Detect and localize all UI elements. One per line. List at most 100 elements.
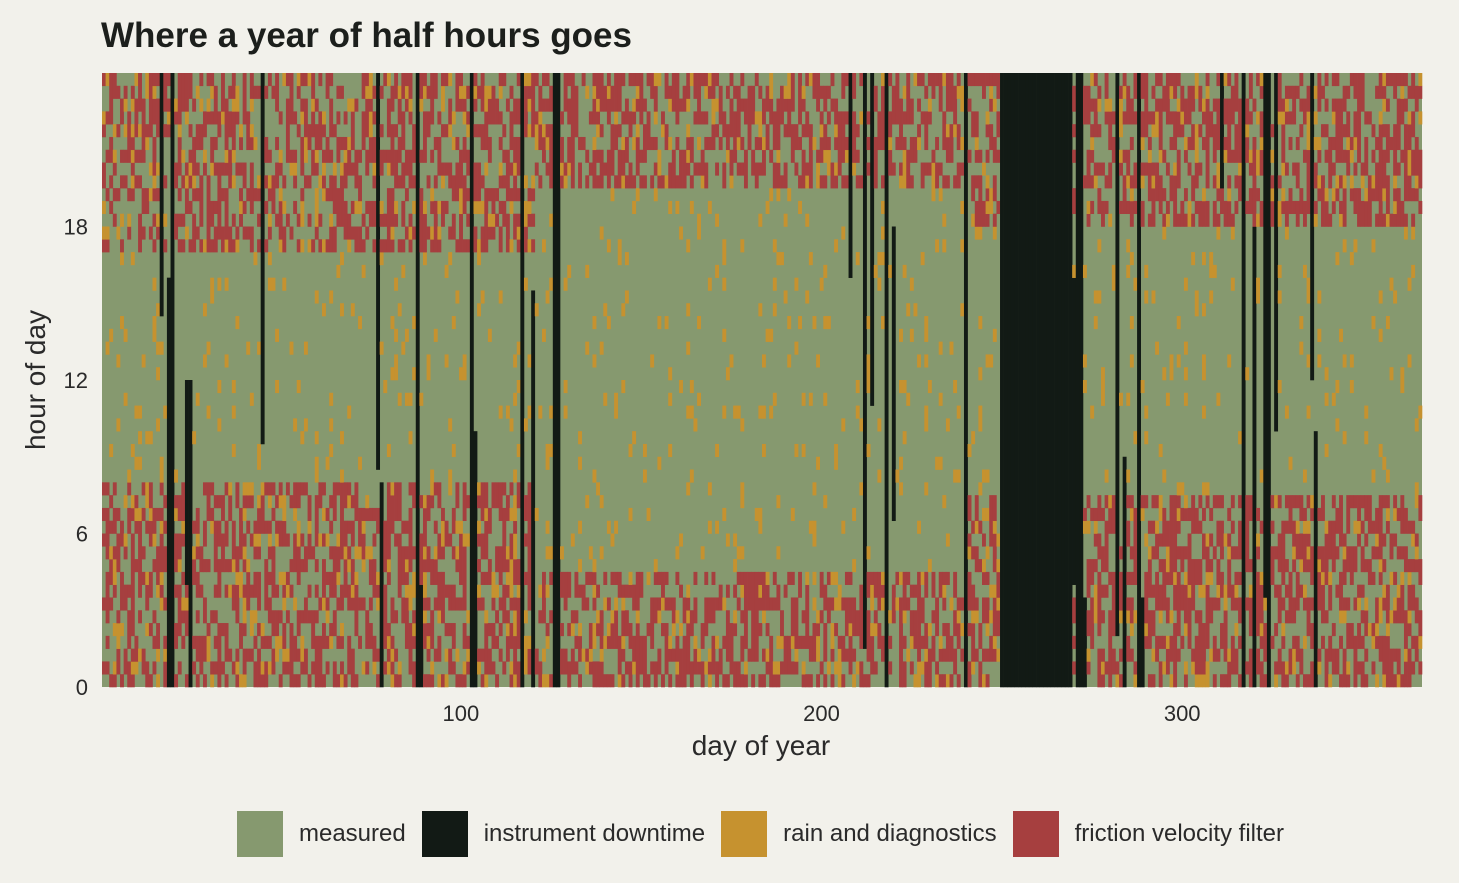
heatmap-cell-friction-velocity-filter: [134, 495, 139, 509]
heatmap-cell-friction-velocity-filter: [1212, 674, 1217, 688]
heatmap-cell-rain-and-diagnostics: [390, 648, 395, 662]
legend-swatch-instrument-downtime: [421, 811, 468, 857]
heatmap-cell-rain-and-diagnostics: [455, 520, 460, 534]
heatmap-cell-rain-and-diagnostics: [808, 392, 813, 406]
heatmap-cell-friction-velocity-filter: [1302, 98, 1307, 125]
heatmap-cell-friction-velocity-filter: [285, 213, 290, 227]
heatmap-cell-rain-and-diagnostics: [249, 124, 254, 138]
heatmap-cell-friction-velocity-filter: [311, 610, 316, 649]
heatmap-cell-rain-and-diagnostics: [340, 431, 344, 445]
heatmap-cell-friction-velocity-filter: [1191, 175, 1196, 202]
heatmap-cell-friction-velocity-filter: [509, 533, 514, 560]
heatmap-cell-friction-velocity-filter: [1090, 200, 1095, 215]
heatmap-cell-friction-velocity-filter: [242, 648, 247, 675]
heatmap-cell-friction-velocity-filter: [433, 482, 438, 496]
heatmap-cell-friction-velocity-filter: [1371, 661, 1376, 675]
heatmap-cell-friction-velocity-filter: [404, 571, 409, 585]
heatmap-cell-friction-velocity-filter: [971, 73, 976, 87]
heatmap-cell-rain-and-diagnostics: [909, 635, 914, 649]
heatmap-cell-rain-and-diagnostics: [340, 162, 344, 176]
heatmap-cell-rain-and-diagnostics: [762, 136, 766, 151]
heatmap-cell-rain-and-diagnostics: [772, 392, 777, 406]
heatmap-cell-friction-velocity-filter: [989, 73, 994, 87]
heatmap-cell-rain-and-diagnostics: [340, 469, 344, 483]
heatmap-cell-rain-and-diagnostics: [159, 597, 164, 611]
heatmap-cell-rain-and-diagnostics: [1129, 188, 1134, 202]
heatmap-cell-friction-velocity-filter: [394, 73, 399, 99]
heatmap-cell-friction-velocity-filter: [967, 571, 972, 611]
heatmap-cell-friction-velocity-filter: [361, 111, 366, 151]
heatmap-cell-friction-velocity-filter: [329, 98, 334, 138]
heatmap-cell-friction-velocity-filter: [646, 623, 651, 637]
heatmap-cell-rain-and-diagnostics: [657, 316, 662, 330]
heatmap-cell-friction-velocity-filter: [1353, 73, 1358, 99]
heatmap-cell-friction-velocity-filter: [606, 674, 611, 688]
heatmap-cell-friction-velocity-filter: [1339, 200, 1343, 215]
heatmap-cell-friction-velocity-filter: [1147, 213, 1152, 227]
heatmap-cell-friction-velocity-filter: [1151, 162, 1156, 176]
heatmap-cell-friction-velocity-filter: [152, 635, 157, 649]
heatmap-cell-instrument-downtime: [1032, 73, 1037, 688]
heatmap-cell-friction-velocity-filter: [780, 85, 784, 125]
heatmap-cell-rain-and-diagnostics: [635, 124, 640, 138]
heatmap-cell-friction-velocity-filter: [971, 584, 976, 611]
heatmap-cell-rain-and-diagnostics: [1281, 623, 1286, 637]
heatmap-cell-rain-and-diagnostics: [329, 392, 334, 406]
heatmap-cell-rain-and-diagnostics: [534, 507, 539, 522]
heatmap-cell-friction-velocity-filter: [487, 136, 492, 163]
heatmap-cell-rain-and-diagnostics: [877, 469, 882, 483]
heatmap-cell-friction-velocity-filter: [1342, 124, 1347, 138]
heatmap-cell-friction-velocity-filter: [340, 136, 344, 151]
heatmap-cell-friction-velocity-filter: [1090, 124, 1095, 138]
heatmap-cell-friction-velocity-filter: [213, 495, 218, 509]
heatmap-cell-rain-and-diagnostics: [1403, 648, 1408, 662]
heatmap-cell-friction-velocity-filter: [1090, 507, 1095, 522]
heatmap-cell-rain-and-diagnostics: [1349, 380, 1354, 394]
heatmap-cell-friction-velocity-filter: [441, 124, 445, 138]
heatmap-cell-friction-velocity-filter: [112, 546, 117, 560]
heatmap-cell-rain-and-diagnostics: [289, 341, 294, 355]
heatmap-cell-friction-velocity-filter: [873, 136, 878, 189]
heatmap-cell-rain-and-diagnostics: [689, 469, 694, 483]
heatmap-cell-friction-velocity-filter: [1385, 73, 1390, 87]
heatmap-cell-rain-and-diagnostics: [1389, 610, 1394, 624]
heatmap-cell-rain-and-diagnostics: [859, 111, 864, 125]
heatmap-cell-friction-velocity-filter: [426, 85, 431, 99]
heatmap-cell-friction-velocity-filter: [826, 111, 831, 125]
heatmap-cell-friction-velocity-filter: [336, 674, 341, 688]
heatmap-cell-rain-and-diagnostics: [340, 252, 344, 266]
heatmap-cell-friction-velocity-filter: [574, 610, 579, 624]
heatmap-cell-friction-velocity-filter: [1295, 635, 1300, 662]
heatmap-cell-rain-and-diagnostics: [1342, 610, 1347, 624]
heatmap-cell-friction-velocity-filter: [491, 623, 496, 649]
heatmap-cell-friction-velocity-filter: [379, 124, 384, 138]
heatmap-cell-rain-and-diagnostics: [1194, 674, 1199, 688]
heatmap-cell-friction-velocity-filter: [361, 597, 366, 611]
heatmap-cell-friction-velocity-filter: [823, 623, 828, 662]
heatmap-cell-rain-and-diagnostics: [852, 559, 857, 573]
heatmap-cell-friction-velocity-filter: [195, 571, 200, 598]
heatmap-cell-rain-and-diagnostics: [433, 546, 438, 560]
heatmap-cell-friction-velocity-filter: [289, 149, 294, 163]
heatmap-cell-friction-velocity-filter: [1414, 188, 1419, 202]
heatmap-cell-rain-and-diagnostics: [722, 597, 727, 611]
heatmap-cell-friction-velocity-filter: [221, 226, 225, 253]
heatmap-cell-rain-and-diagnostics: [978, 482, 983, 496]
heatmap-cell-friction-velocity-filter: [599, 124, 604, 138]
heatmap-cell-friction-velocity-filter: [639, 149, 644, 163]
heatmap-cell-friction-velocity-filter: [213, 635, 218, 649]
heatmap-cell-friction-velocity-filter: [336, 85, 341, 99]
heatmap-cell-friction-velocity-filter: [1194, 610, 1199, 624]
heatmap-cell-friction-velocity-filter: [816, 623, 821, 637]
heatmap-cell-friction-velocity-filter: [909, 136, 914, 163]
heatmap-cell-friction-velocity-filter: [1378, 73, 1383, 99]
heatmap-cell-friction-velocity-filter: [1346, 623, 1351, 649]
heatmap-cell-friction-velocity-filter: [909, 175, 914, 189]
heatmap-cell-friction-velocity-filter: [1093, 73, 1098, 87]
heatmap-cell-friction-velocity-filter: [419, 188, 424, 253]
heatmap-cell-rain-and-diagnostics: [242, 597, 247, 624]
heatmap-cell-rain-and-diagnostics: [881, 571, 885, 585]
heatmap-cell-rain-and-diagnostics: [1144, 533, 1149, 547]
heatmap-cell-friction-velocity-filter: [451, 213, 456, 240]
heatmap-cell-rain-and-diagnostics: [606, 316, 611, 330]
